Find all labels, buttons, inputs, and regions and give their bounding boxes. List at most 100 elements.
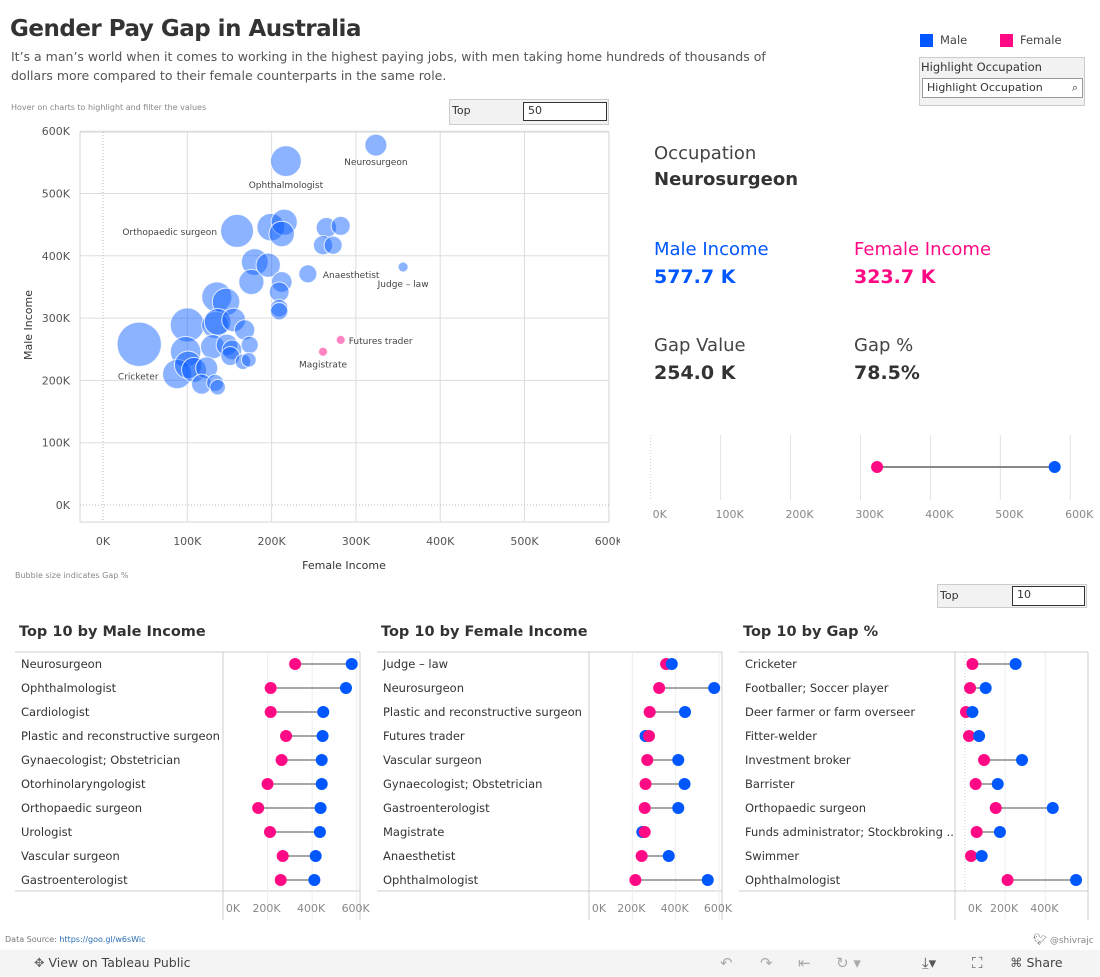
female-dot[interactable]	[641, 754, 654, 766]
female-dot[interactable]	[638, 802, 651, 814]
bubble-point[interactable]	[318, 346, 329, 357]
male-dot[interactable]	[339, 682, 352, 694]
view-on-tableau-button[interactable]: ✥ View on Tableau Public	[34, 955, 191, 970]
list-row[interactable]: Footballer; Soccer player	[745, 681, 992, 695]
list-row[interactable]: Gastroenterologist	[383, 801, 685, 815]
bubble-point[interactable]	[312, 235, 334, 256]
bubble-point[interactable]	[162, 359, 193, 390]
redo-icon[interactable]: ↷	[760, 954, 773, 972]
list-row[interactable]: Plastic and reconstructive surgeon	[383, 705, 691, 719]
undo-icon[interactable]: ↶	[720, 954, 733, 972]
female-dot[interactable]	[963, 730, 976, 742]
refresh-icon[interactable]: ↻ ▾	[836, 954, 861, 972]
bubble-point[interactable]	[270, 145, 302, 177]
list-row[interactable]: Vascular surgeon	[21, 849, 322, 863]
highlight-occupation-input[interactable]: Highlight Occupation ⌕	[922, 78, 1083, 98]
male-dot[interactable]	[975, 850, 988, 862]
female-dot[interactable]	[978, 754, 991, 766]
male-dot[interactable]	[345, 658, 358, 670]
list-row[interactable]: Futures trader	[383, 729, 656, 743]
list-row[interactable]: Urologist	[21, 825, 326, 839]
female-dot[interactable]	[964, 682, 977, 694]
list-row[interactable]: Funds administrator; Stockbroking ..	[745, 825, 1006, 839]
female-dot[interactable]	[264, 826, 277, 838]
male-dot[interactable]	[973, 730, 986, 742]
detail-dumbbell-chart[interactable]: 0K 100K 200K 300K 400K 500K 600K	[640, 430, 1100, 530]
male-dot[interactable]	[1016, 754, 1029, 766]
list-row[interactable]: Cricketer	[745, 657, 1022, 671]
list-row[interactable]: Neurosurgeon	[21, 657, 358, 671]
female-dot[interactable]	[643, 730, 656, 742]
male-dot[interactable]	[672, 802, 685, 814]
bubble-point[interactable]	[195, 356, 219, 380]
female-dot[interactable]	[643, 706, 656, 718]
female-dot[interactable]	[970, 826, 983, 838]
male-dot[interactable]	[665, 658, 678, 670]
list-row[interactable]: Deer farmer or farm overseer	[745, 705, 979, 719]
female-dot[interactable]	[989, 802, 1002, 814]
bubble-point[interactable]	[181, 356, 208, 383]
female-dot[interactable]	[965, 850, 978, 862]
bubble-point[interactable]	[268, 281, 290, 303]
revert-icon[interactable]: ⇤	[798, 954, 811, 972]
legend-male[interactable]: Male	[920, 33, 967, 47]
scatter-chart[interactable]: 0K 100K 200K 300K 400K 500K 600K 0K 100K 200K 300K…	[0, 125, 620, 585]
bubble-point[interactable]	[270, 208, 298, 236]
list-row[interactable]: Gastroenterologist	[21, 873, 321, 887]
list-row[interactable]: Gynaecologist; Obstetrician	[21, 753, 328, 767]
male-dot[interactable]	[309, 850, 322, 862]
data-source-link[interactable]: https://goo.gl/w6sWic	[59, 935, 146, 944]
female-dot[interactable]	[638, 826, 651, 838]
bubble-point[interactable]	[234, 353, 252, 370]
male-dot[interactable]	[979, 682, 992, 694]
bubble-point[interactable]	[255, 252, 281, 278]
male-dot[interactable]	[316, 730, 329, 742]
top-lists-charts[interactable]: 0K 200K 400K 600K Neurosurgeon Ophthalmologis…	[0, 645, 1100, 920]
list-row[interactable]: Otorhinolaryngologist	[21, 777, 328, 791]
list-row[interactable]: Gynaecologist; Obstetrician	[383, 777, 691, 791]
bubble-point[interactable]	[397, 261, 409, 273]
list-row[interactable]: Magistrate	[383, 825, 651, 839]
bubble-point[interactable]	[220, 213, 255, 248]
bubble-point[interactable]	[268, 220, 295, 248]
female-dot[interactable]	[264, 682, 277, 694]
list-row[interactable]: Fitter-welder	[745, 729, 986, 743]
male-dot[interactable]	[678, 778, 691, 790]
bubble-point[interactable]	[203, 307, 232, 336]
bubble-point[interactable]	[298, 264, 318, 284]
male-dot[interactable]	[672, 754, 685, 766]
female-dot[interactable]	[252, 802, 265, 814]
female-dot[interactable]	[275, 754, 288, 766]
female-dot[interactable]	[1001, 874, 1014, 886]
female-dot[interactable]	[653, 682, 666, 694]
list-row[interactable]: Orthopaedic surgeon	[745, 801, 1059, 815]
female-dot[interactable]	[289, 658, 302, 670]
bubble-point[interactable]	[270, 302, 289, 321]
list-row[interactable]: Plastic and reconstructive surgeon	[21, 729, 329, 743]
list-row[interactable]: Swimmer	[745, 849, 988, 863]
female-dot[interactable]	[629, 874, 642, 886]
bubble-point[interactable]	[221, 339, 243, 361]
female-dot[interactable]	[635, 850, 648, 862]
female-dot[interactable]	[264, 706, 277, 718]
male-dot[interactable]	[708, 682, 721, 694]
list-row[interactable]: Ophthalmologist	[21, 681, 352, 695]
twitter-credit[interactable]: 🐦︎ @shivrajc	[1033, 933, 1094, 946]
male-dot[interactable]	[993, 826, 1006, 838]
male-dot[interactable]	[315, 778, 328, 790]
bubble-point[interactable]	[191, 373, 213, 395]
bubble-point[interactable]	[209, 379, 226, 396]
download-icon[interactable]: ⤓▾	[922, 954, 937, 972]
male-dot[interactable]	[313, 826, 326, 838]
list-row[interactable]: Judge – law	[382, 657, 678, 671]
male-dot[interactable]	[662, 850, 675, 862]
share-button[interactable]: ⌘ Share	[1010, 955, 1063, 970]
bubble-point[interactable]	[335, 334, 346, 345]
female-dot[interactable]	[276, 850, 289, 862]
female-dot[interactable]	[639, 778, 652, 790]
female-dot[interactable]	[261, 778, 274, 790]
bubble-point[interactable]	[364, 133, 388, 157]
bubble-point[interactable]	[233, 319, 256, 341]
female-dot[interactable]	[969, 778, 982, 790]
list-row[interactable]: Orthopaedic surgeon	[21, 801, 327, 815]
